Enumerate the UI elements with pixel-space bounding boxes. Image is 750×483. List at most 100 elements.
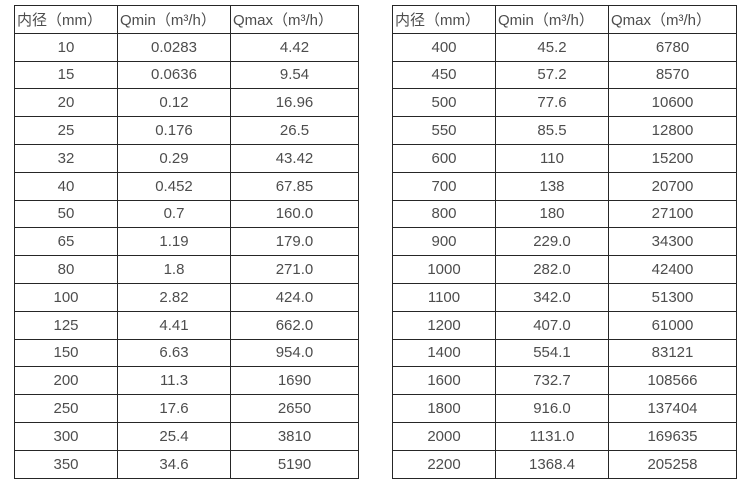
- table-cell: 10600: [608, 88, 737, 118]
- table-cell: 0.452: [117, 171, 231, 201]
- table-row: 300 25.4 3810: [14, 421, 359, 451]
- table-cell: 2200: [392, 449, 496, 479]
- table-cell: 554.1: [495, 338, 609, 368]
- header-row: 内径（mm） Qmin（m³/h） Qmax（m³/h）: [14, 5, 359, 34]
- table-row: 1600 732.7 108566: [392, 366, 737, 396]
- table-cell: 1690: [230, 366, 359, 396]
- table-cell: 11.3: [117, 366, 231, 396]
- table-row: 900 229.0 34300: [392, 227, 737, 257]
- table-cell: 1400: [392, 338, 496, 368]
- table-row: 1000 282.0 42400: [392, 255, 737, 284]
- table-row: 32 0.29 43.42: [14, 143, 359, 173]
- table-cell: 169635: [608, 421, 737, 451]
- table-cell: 250: [14, 394, 118, 423]
- table-cell: 2650: [230, 394, 359, 423]
- table-cell: 800: [392, 199, 496, 229]
- table-row: 2000 1131.0 169635: [392, 421, 737, 451]
- table-cell: 424.0: [230, 282, 359, 312]
- table-row: 500 77.6 10600: [392, 88, 737, 118]
- column-header: 内径（mm）: [14, 5, 118, 34]
- table-cell: 26.5: [230, 116, 359, 145]
- table-cell: 1368.4: [495, 449, 609, 479]
- table-body: 10 0.0283 4.42 15 0.0636 9.54 20 0.12 16.96 25 0.1…: [14, 32, 359, 479]
- table-cell: 407.0: [495, 310, 609, 340]
- table-cell: 2.82: [117, 282, 231, 312]
- table-cell: 4.42: [230, 32, 359, 62]
- table-cell: 1.8: [117, 255, 231, 284]
- table-cell: 200: [14, 366, 118, 396]
- column-header: Qmin（m³/h）: [495, 5, 609, 34]
- table-row: 1400 554.1 83121: [392, 338, 737, 368]
- table-row: 100 2.82 424.0: [14, 282, 359, 312]
- table-cell: 80: [14, 255, 118, 284]
- table-cell: 9.54: [230, 60, 359, 90]
- table-cell: 0.12: [117, 88, 231, 118]
- table-cell: 6.63: [117, 338, 231, 368]
- table-cell: 34.6: [117, 449, 231, 479]
- table-cell: 40: [14, 171, 118, 201]
- table-cell: 10: [14, 32, 118, 62]
- table-row: 40 0.452 67.85: [14, 171, 359, 201]
- column-header: 内径（mm）: [392, 5, 496, 34]
- table-row: 1200 407.0 61000: [392, 310, 737, 340]
- table-cell: 180: [495, 199, 609, 229]
- table-cell: 20700: [608, 171, 737, 201]
- table-header-row: 内径（mm） Qmin（m³/h） Qmax（m³/h）: [14, 5, 359, 34]
- table-cell: 1800: [392, 394, 496, 423]
- flow-table-small-diameters: 内径（mm） Qmin（m³/h） Qmax（m³/h） 10 0.0283 4.42 1…: [14, 5, 359, 479]
- table-cell: 1200: [392, 310, 496, 340]
- table-row: 600 110 15200: [392, 143, 737, 173]
- table-cell: 0.176: [117, 116, 231, 145]
- table-cell: 32: [14, 143, 118, 173]
- table-cell: 282.0: [495, 255, 609, 284]
- table-cell: 732.7: [495, 366, 609, 396]
- table-cell: 57.2: [495, 60, 609, 90]
- table-cell: 0.0636: [117, 60, 231, 90]
- table-cell: 3810: [230, 421, 359, 451]
- table-row: 1100 342.0 51300: [392, 282, 737, 312]
- table-row: 350 34.6 5190: [14, 449, 359, 479]
- table-cell: 400: [392, 32, 496, 62]
- table-cell: 4.41: [117, 310, 231, 340]
- table-cell: 110: [495, 143, 609, 173]
- table-cell: 1100: [392, 282, 496, 312]
- table-cell: 34300: [608, 227, 737, 257]
- table-cell: 138: [495, 171, 609, 201]
- header-row: 内径（mm） Qmin（m³/h） Qmax（m³/h）: [392, 5, 737, 34]
- table-cell: 900: [392, 227, 496, 257]
- table-cell: 2000: [392, 421, 496, 451]
- column-header: Qmin（m³/h）: [117, 5, 231, 34]
- table-cell: 0.29: [117, 143, 231, 173]
- table-cell: 954.0: [230, 338, 359, 368]
- table-cell: 16.96: [230, 88, 359, 118]
- table-cell: 83121: [608, 338, 737, 368]
- table-row: 50 0.7 160.0: [14, 199, 359, 229]
- table-cell: 550: [392, 116, 496, 145]
- table-cell: 12800: [608, 116, 737, 145]
- table-cell: 50: [14, 199, 118, 229]
- table-cell: 15: [14, 60, 118, 90]
- table-cell: 700: [392, 171, 496, 201]
- table-cell: 0.7: [117, 199, 231, 229]
- table-cell: 1600: [392, 366, 496, 396]
- table-row: 700 138 20700: [392, 171, 737, 201]
- table-cell: 65: [14, 227, 118, 257]
- table-cell: 61000: [608, 310, 737, 340]
- table-cell: 450: [392, 60, 496, 90]
- table-cell: 500: [392, 88, 496, 118]
- table-row: 800 180 27100: [392, 199, 737, 229]
- table-cell: 1.19: [117, 227, 231, 257]
- table-row: 1800 916.0 137404: [392, 394, 737, 423]
- table-row: 10 0.0283 4.42: [14, 32, 359, 62]
- table-row: 15 0.0636 9.54: [14, 60, 359, 90]
- table-cell: 43.42: [230, 143, 359, 173]
- table-row: 65 1.19 179.0: [14, 227, 359, 257]
- table-cell: 45.2: [495, 32, 609, 62]
- table-cell: 916.0: [495, 394, 609, 423]
- table-cell: 137404: [608, 394, 737, 423]
- table-body: 400 45.2 6780 450 57.2 8570 500 77.6 10600 550 85.…: [392, 32, 737, 479]
- table-cell: 300: [14, 421, 118, 451]
- table-cell: 8570: [608, 60, 737, 90]
- table-cell: 0.0283: [117, 32, 231, 62]
